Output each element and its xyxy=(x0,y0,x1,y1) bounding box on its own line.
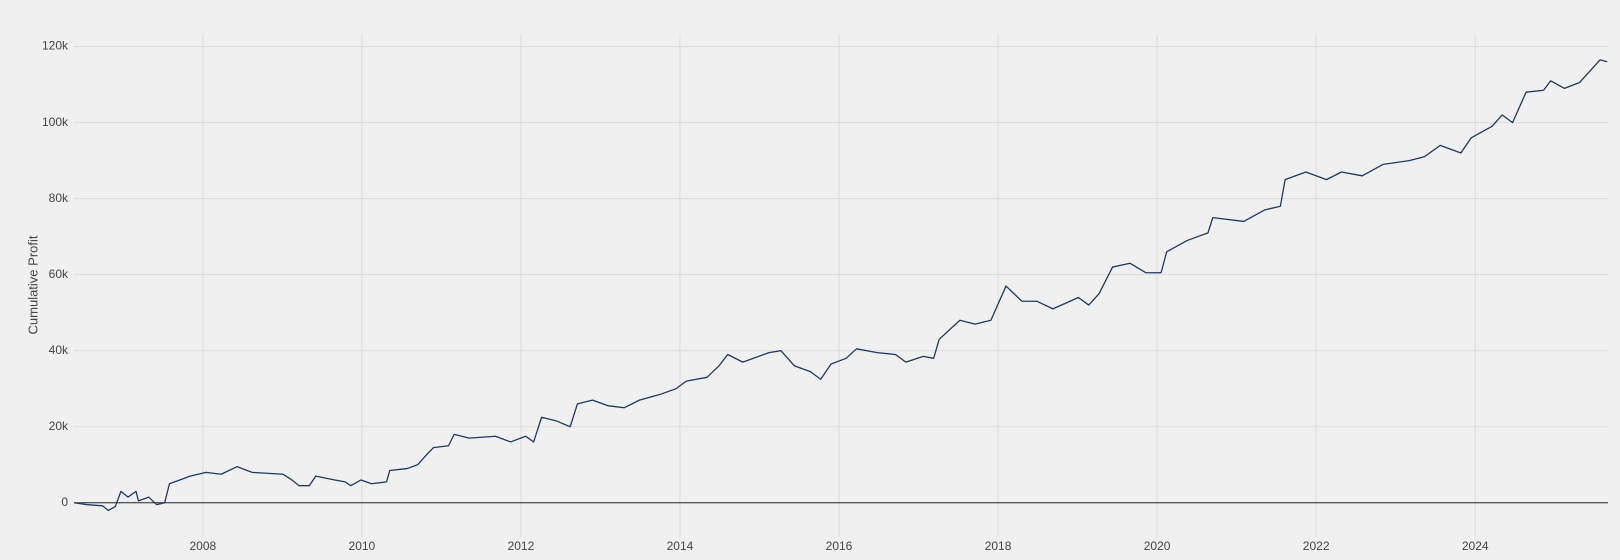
x-tick-label: 2008 xyxy=(189,539,216,553)
y-tick-label: 80k xyxy=(49,191,69,205)
x-tick-label: 2020 xyxy=(1144,539,1171,553)
x-tick-label: 2014 xyxy=(667,539,694,553)
y-axis-title: Cumulative Profit xyxy=(25,235,40,334)
x-tick-label: 2024 xyxy=(1462,539,1489,553)
x-tick-label: 2012 xyxy=(508,539,535,553)
x-tick-label: 2010 xyxy=(349,539,376,553)
y-tick-label: 40k xyxy=(49,343,69,357)
x-tick-label: 2016 xyxy=(826,539,853,553)
y-tick-label: 20k xyxy=(49,419,69,433)
x-tick-label: 2022 xyxy=(1303,539,1330,553)
x-tick-label: 2018 xyxy=(985,539,1012,553)
line-series xyxy=(73,59,1608,512)
y-tick-label: 0 xyxy=(61,495,68,509)
y-tick-label: 100k xyxy=(42,115,69,129)
y-tick-label: 60k xyxy=(49,267,69,281)
y-tick-label: 120k xyxy=(42,39,69,53)
